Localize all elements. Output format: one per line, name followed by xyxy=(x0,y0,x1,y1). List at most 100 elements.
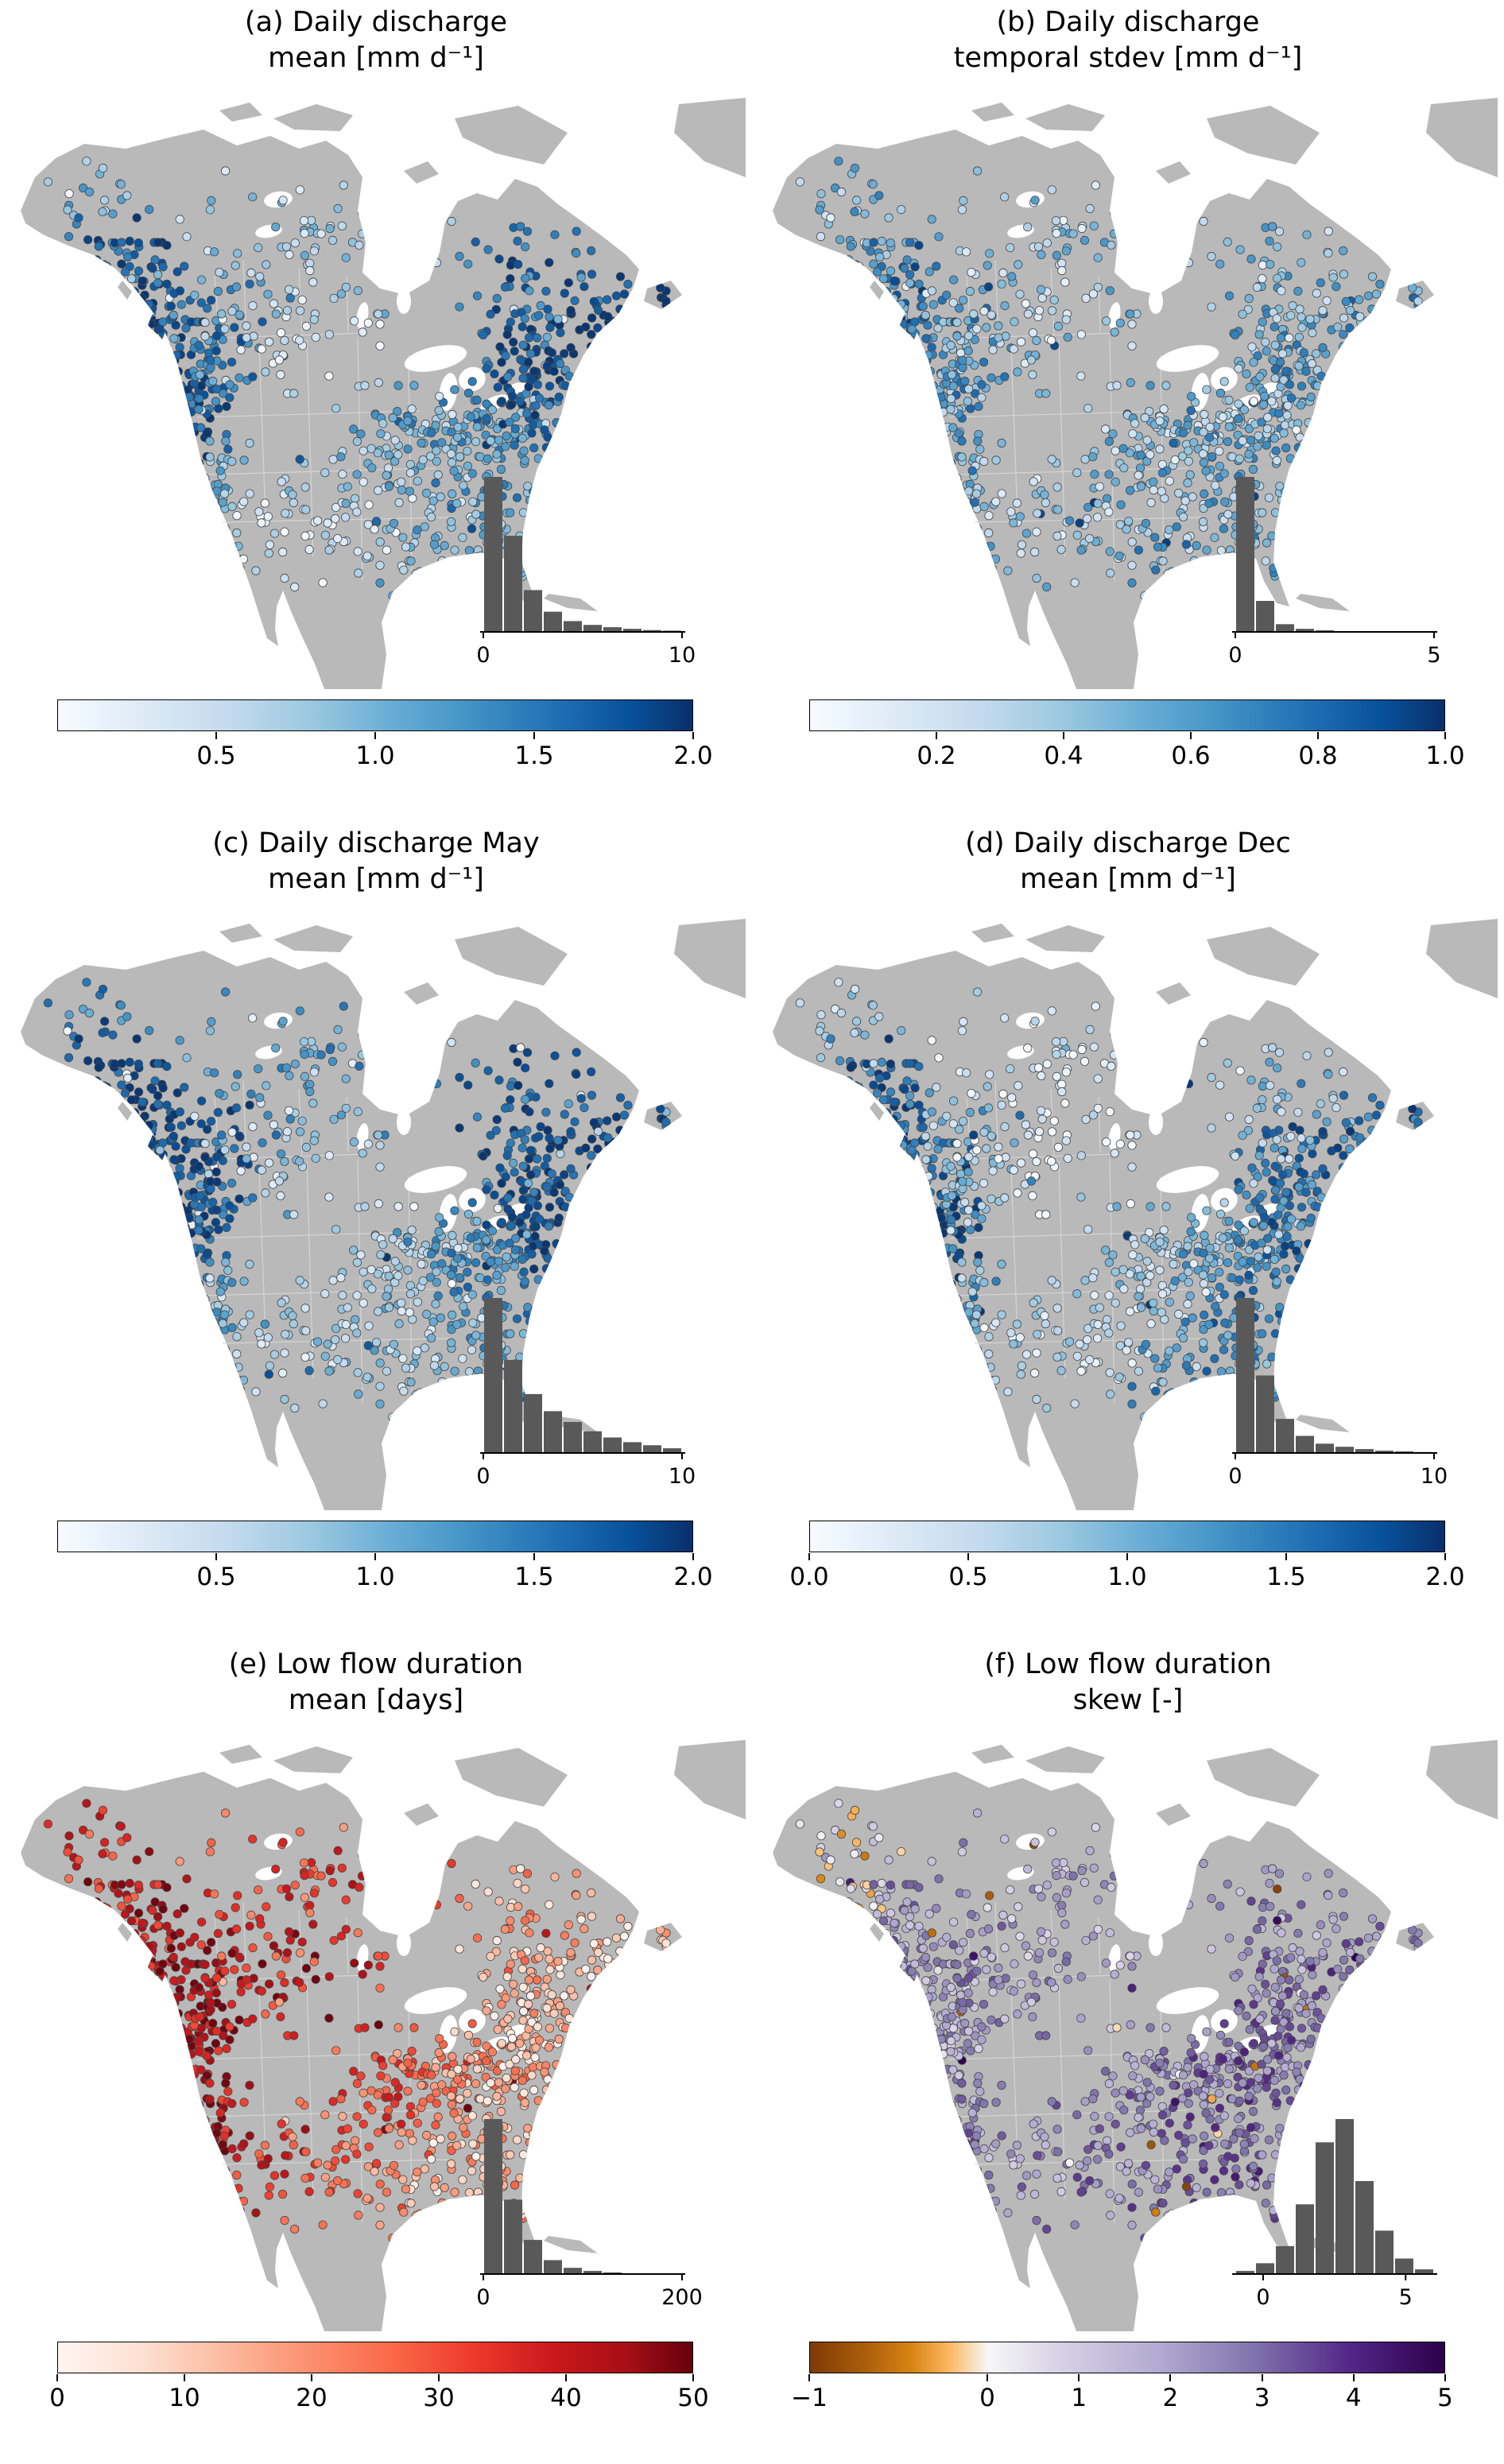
colorbar-tick-mark xyxy=(1063,732,1064,739)
colorbar-tick-mark xyxy=(438,2374,440,2381)
colorbar-tick-label: 50 xyxy=(677,2384,709,2412)
histogram-inset: 0 200 xyxy=(476,2119,703,2310)
colorbar-ticks: 0.5 1.0 1.5 2.0 xyxy=(57,731,713,787)
colorbar-tick-mark xyxy=(374,1553,376,1560)
histogram-tick-label: 200 xyxy=(661,2285,703,2310)
land-layer xyxy=(773,919,1498,1510)
colorbar-ticks: 0.0 0.5 1.0 1.5 2.0 xyxy=(789,1552,1465,1608)
histogram-bar xyxy=(544,611,562,632)
map-north-america: 0 10 xyxy=(773,919,1498,1510)
histogram-bar xyxy=(564,2268,582,2274)
panel-e: (e) Low flow duration mean [days] 0 200 0… xyxy=(0,1642,752,2463)
colorbar-tick-label: −1 xyxy=(791,2384,828,2412)
colorbar: 0.5 1.0 1.5 2.0 xyxy=(57,699,713,792)
colorbar-tick-mark xyxy=(533,1553,535,1560)
colorbar-ticks: −1 0 1 2 3 4 5 xyxy=(791,2373,1453,2429)
colorbar-tick-label: 0.4 xyxy=(1044,742,1083,770)
colorbar-tick-label: 10 xyxy=(169,2384,200,2412)
histogram-bar xyxy=(484,2119,502,2274)
colorbar-tick-mark xyxy=(215,732,217,739)
histogram-tick-label: 0 xyxy=(476,1464,490,1489)
histogram-bar xyxy=(544,1411,562,1454)
colorbar-tick-label: 1.0 xyxy=(355,1563,395,1591)
colorbar-gradient xyxy=(57,699,693,731)
histogram-bar xyxy=(1415,2269,1433,2274)
colorbar: 0.0 0.5 1.0 1.5 2.0 xyxy=(789,1521,1465,1613)
histogram-tick-label: 0 xyxy=(476,2285,490,2310)
histogram-bar xyxy=(1395,1451,1413,1453)
colorbar-tick-label: 1.0 xyxy=(1107,1563,1147,1591)
land-layer xyxy=(21,1740,746,2331)
colorbar-tick-label: 30 xyxy=(423,2384,455,2412)
colorbar-tick-label: 20 xyxy=(296,2384,328,2412)
histogram-bar xyxy=(484,477,502,632)
histogram-bar xyxy=(1276,2245,1294,2274)
histogram-bar xyxy=(524,2240,542,2274)
histogram-bar xyxy=(544,2260,562,2275)
histogram-tick-label: 5 xyxy=(1399,2285,1413,2310)
colorbar-tick-label: 0.8 xyxy=(1298,742,1338,770)
colorbar-tick-label: 1.0 xyxy=(1425,742,1465,770)
colorbar-tick-mark xyxy=(967,1553,969,1560)
panel-title-line1: (a) Daily discharge xyxy=(244,6,508,38)
histogram-bar xyxy=(524,1393,542,1453)
colorbar-tick-label: 2 xyxy=(1162,2384,1179,2412)
colorbar-tick-mark xyxy=(808,2374,810,2381)
colorbar-tick-mark xyxy=(808,1553,810,1560)
panel-a: (a) Daily discharge mean [mm d⁻¹] 0 10 0.… xyxy=(0,0,752,821)
histogram-bar xyxy=(583,625,602,632)
panel-title-line2: mean [mm d⁻¹] xyxy=(268,863,484,895)
histogram-bar xyxy=(583,1431,602,1453)
panel-b: (b) Daily discharge temporal stdev [mm d… xyxy=(752,0,1504,821)
histogram-bar xyxy=(583,2271,602,2274)
colorbar-tick-mark xyxy=(1444,1553,1446,1560)
panel-title-line1: (f) Low flow duration xyxy=(984,1648,1272,1680)
histogram-bar xyxy=(1256,1375,1274,1453)
histogram-bar xyxy=(1256,2263,1274,2275)
histogram-bar xyxy=(1335,2119,1354,2274)
panel-title: (c) Daily discharge May mean [mm d⁻¹] xyxy=(0,826,752,897)
colorbar-tick-mark xyxy=(311,2374,312,2381)
colorbar-tick-label: 0.2 xyxy=(917,742,956,770)
colorbar-tick-label: 0.0 xyxy=(789,1563,829,1591)
colorbar-tick-mark xyxy=(987,2374,988,2381)
colorbar-tick-mark xyxy=(1078,2374,1080,2381)
histogram-tick-label: 0 xyxy=(1228,643,1242,668)
histogram-bar xyxy=(1296,1435,1314,1453)
histogram-bar xyxy=(603,2272,622,2274)
panel-title-line2: mean [mm d⁻¹] xyxy=(1020,863,1236,895)
histogram-bar xyxy=(1276,1419,1294,1453)
colorbar-tick-label: 0.5 xyxy=(948,1563,988,1591)
panel-title-line2: skew [-] xyxy=(1072,1684,1184,1716)
histogram-bar xyxy=(623,1442,642,1454)
map-north-america: 0 200 xyxy=(21,1740,746,2331)
colorbar-tick-label: 0.5 xyxy=(196,742,236,770)
histogram-bar xyxy=(623,629,642,632)
histogram-bar xyxy=(1236,2271,1254,2274)
histogram-bar xyxy=(1395,2258,1413,2274)
histogram-bar xyxy=(504,2199,522,2274)
colorbar-tick-mark xyxy=(215,1553,217,1560)
colorbar-tick-label: 4 xyxy=(1345,2384,1362,2412)
colorbar: 0.5 1.0 1.5 2.0 xyxy=(57,1521,713,1613)
colorbar-tick-mark xyxy=(565,2374,567,2381)
colorbar-gradient xyxy=(809,1521,1445,1552)
panel-title-line2: mean [mm d⁻¹] xyxy=(268,42,484,74)
histogram-bar xyxy=(1316,630,1334,632)
histogram-bar xyxy=(1335,1447,1354,1453)
panel-title-line1: (c) Daily discharge May xyxy=(212,827,540,859)
colorbar-tick-mark xyxy=(692,2374,694,2381)
histogram-bar xyxy=(663,1448,681,1453)
colorbar-tick-label: 1.5 xyxy=(514,742,554,770)
histogram-bar xyxy=(484,1298,502,1453)
colorbar: −1 0 1 2 3 4 5 xyxy=(791,2342,1453,2434)
colorbar-tick-label: 1.5 xyxy=(514,1563,554,1591)
colorbar-tick-mark xyxy=(692,732,694,739)
histogram-bar xyxy=(1375,1451,1394,1453)
land-layer xyxy=(773,98,1498,689)
colorbar-tick-label: 0 xyxy=(49,2384,65,2412)
